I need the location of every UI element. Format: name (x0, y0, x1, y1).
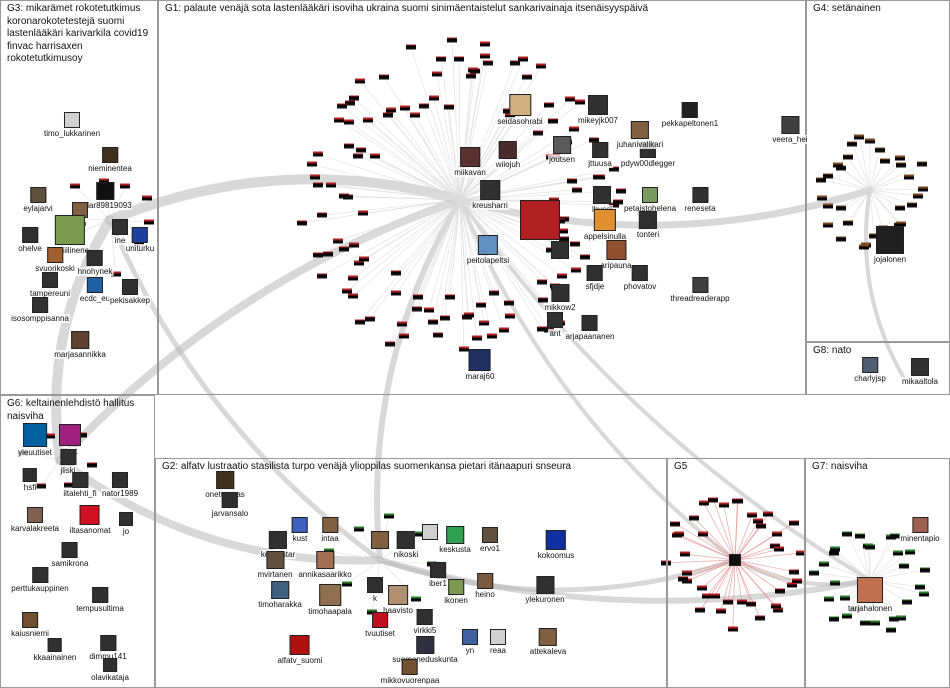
group-label-G5: G5 (670, 459, 691, 476)
group-box-G5 (667, 458, 805, 688)
group-label-G8: G8: nato (809, 343, 855, 360)
group-box-G1 (158, 0, 806, 395)
group-box-G4 (806, 0, 950, 342)
group-label-G1: G1: palaute venäjä sota lastenlääkäri is… (161, 1, 652, 18)
group-box-G2 (155, 458, 667, 688)
group-label-G6: G6: keltainenlehdistö hallitus naisviha (3, 396, 160, 425)
group-label-G7: G7: naisviha (808, 459, 872, 476)
group-box-G7 (805, 458, 950, 688)
node-overlay: G1: palaute venäjä sota lastenlääkäri is… (0, 0, 950, 688)
group-label-G3: G3: mikarämet rokotetutkimus koronarokot… (3, 1, 163, 68)
group-label-G2: G2: alfatv lustraatio stasilista turpo v… (158, 459, 575, 476)
group-label-G4: G4: setänainen (809, 1, 885, 18)
group-box-G6 (0, 395, 155, 688)
